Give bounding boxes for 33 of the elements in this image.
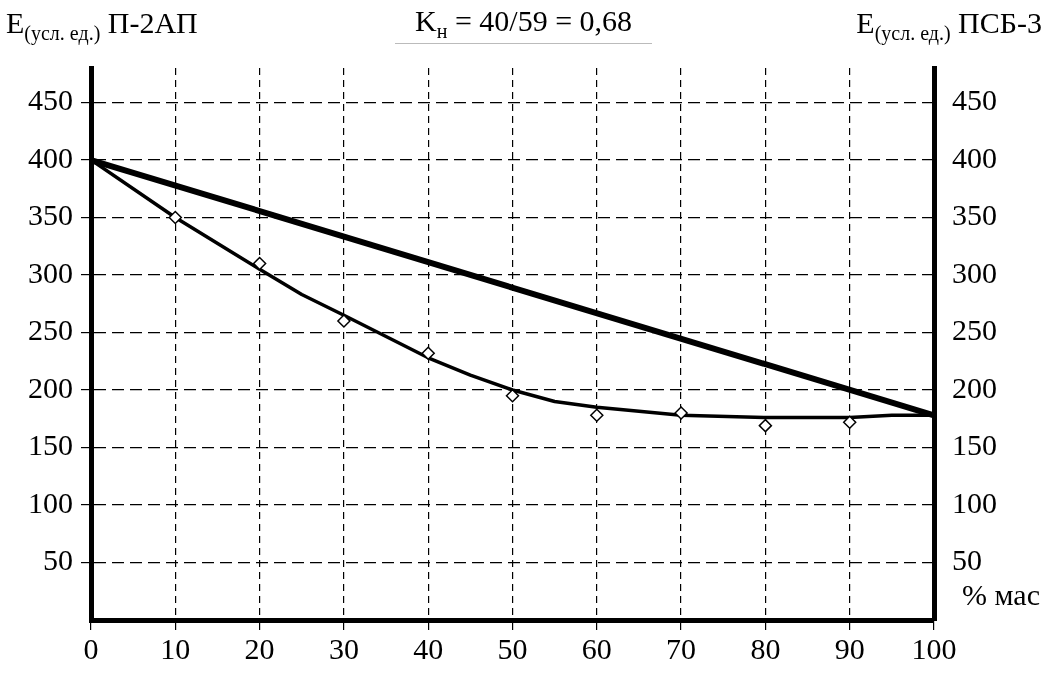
y-tick-label: 450 bbox=[28, 83, 73, 117]
y2-tick-label: 450 bbox=[952, 83, 997, 117]
y2-tick-label: 150 bbox=[952, 428, 997, 462]
y-tick-label: 50 bbox=[43, 543, 73, 577]
text: K$_{н}$ = 40/59 = 0,68 bbox=[395, 4, 653, 44]
x-tick-label: 50 bbox=[497, 631, 528, 665]
y-tick-label: 250 bbox=[28, 313, 73, 347]
y-tick-label: 200 bbox=[28, 370, 73, 404]
y2-tick-label: 300 bbox=[952, 255, 997, 289]
x-tick-label: 0 bbox=[83, 631, 99, 665]
x-tick-label: 60 bbox=[581, 631, 612, 665]
x-axis-title: % мас bbox=[962, 578, 1040, 612]
y-tick-label: 400 bbox=[28, 140, 73, 174]
y-axis-title: E$_{(усл. ед.)}$ П-2АП bbox=[6, 6, 198, 45]
y2-tick-label: 250 bbox=[952, 313, 997, 347]
x-tick-label: 70 bbox=[666, 631, 697, 665]
y2-tick-label: 350 bbox=[952, 198, 997, 232]
x-tick-label: 40 bbox=[413, 631, 444, 665]
x-tick-label: 20 bbox=[244, 631, 275, 665]
y2-tick-label: 200 bbox=[952, 370, 997, 404]
y2-axis-title: E$_{(усл. ед.)}$ ПСБ-3 bbox=[856, 6, 1042, 45]
y2-tick-label: 100 bbox=[952, 485, 997, 519]
y-tick-label: 300 bbox=[28, 255, 73, 289]
y-tick-label: 350 bbox=[28, 198, 73, 232]
y2-tick-label: 50 bbox=[952, 543, 982, 577]
x-tick-label: 100 bbox=[911, 631, 957, 665]
x-tick-label: 10 bbox=[160, 631, 191, 665]
y2-tick-label: 400 bbox=[952, 140, 997, 174]
x-tick-label: 80 bbox=[750, 631, 781, 665]
y-tick-label: 150 bbox=[28, 428, 73, 462]
x-tick-label: 30 bbox=[328, 631, 359, 665]
y-tick-label: 100 bbox=[28, 485, 73, 519]
x-tick-label: 90 bbox=[834, 631, 865, 665]
